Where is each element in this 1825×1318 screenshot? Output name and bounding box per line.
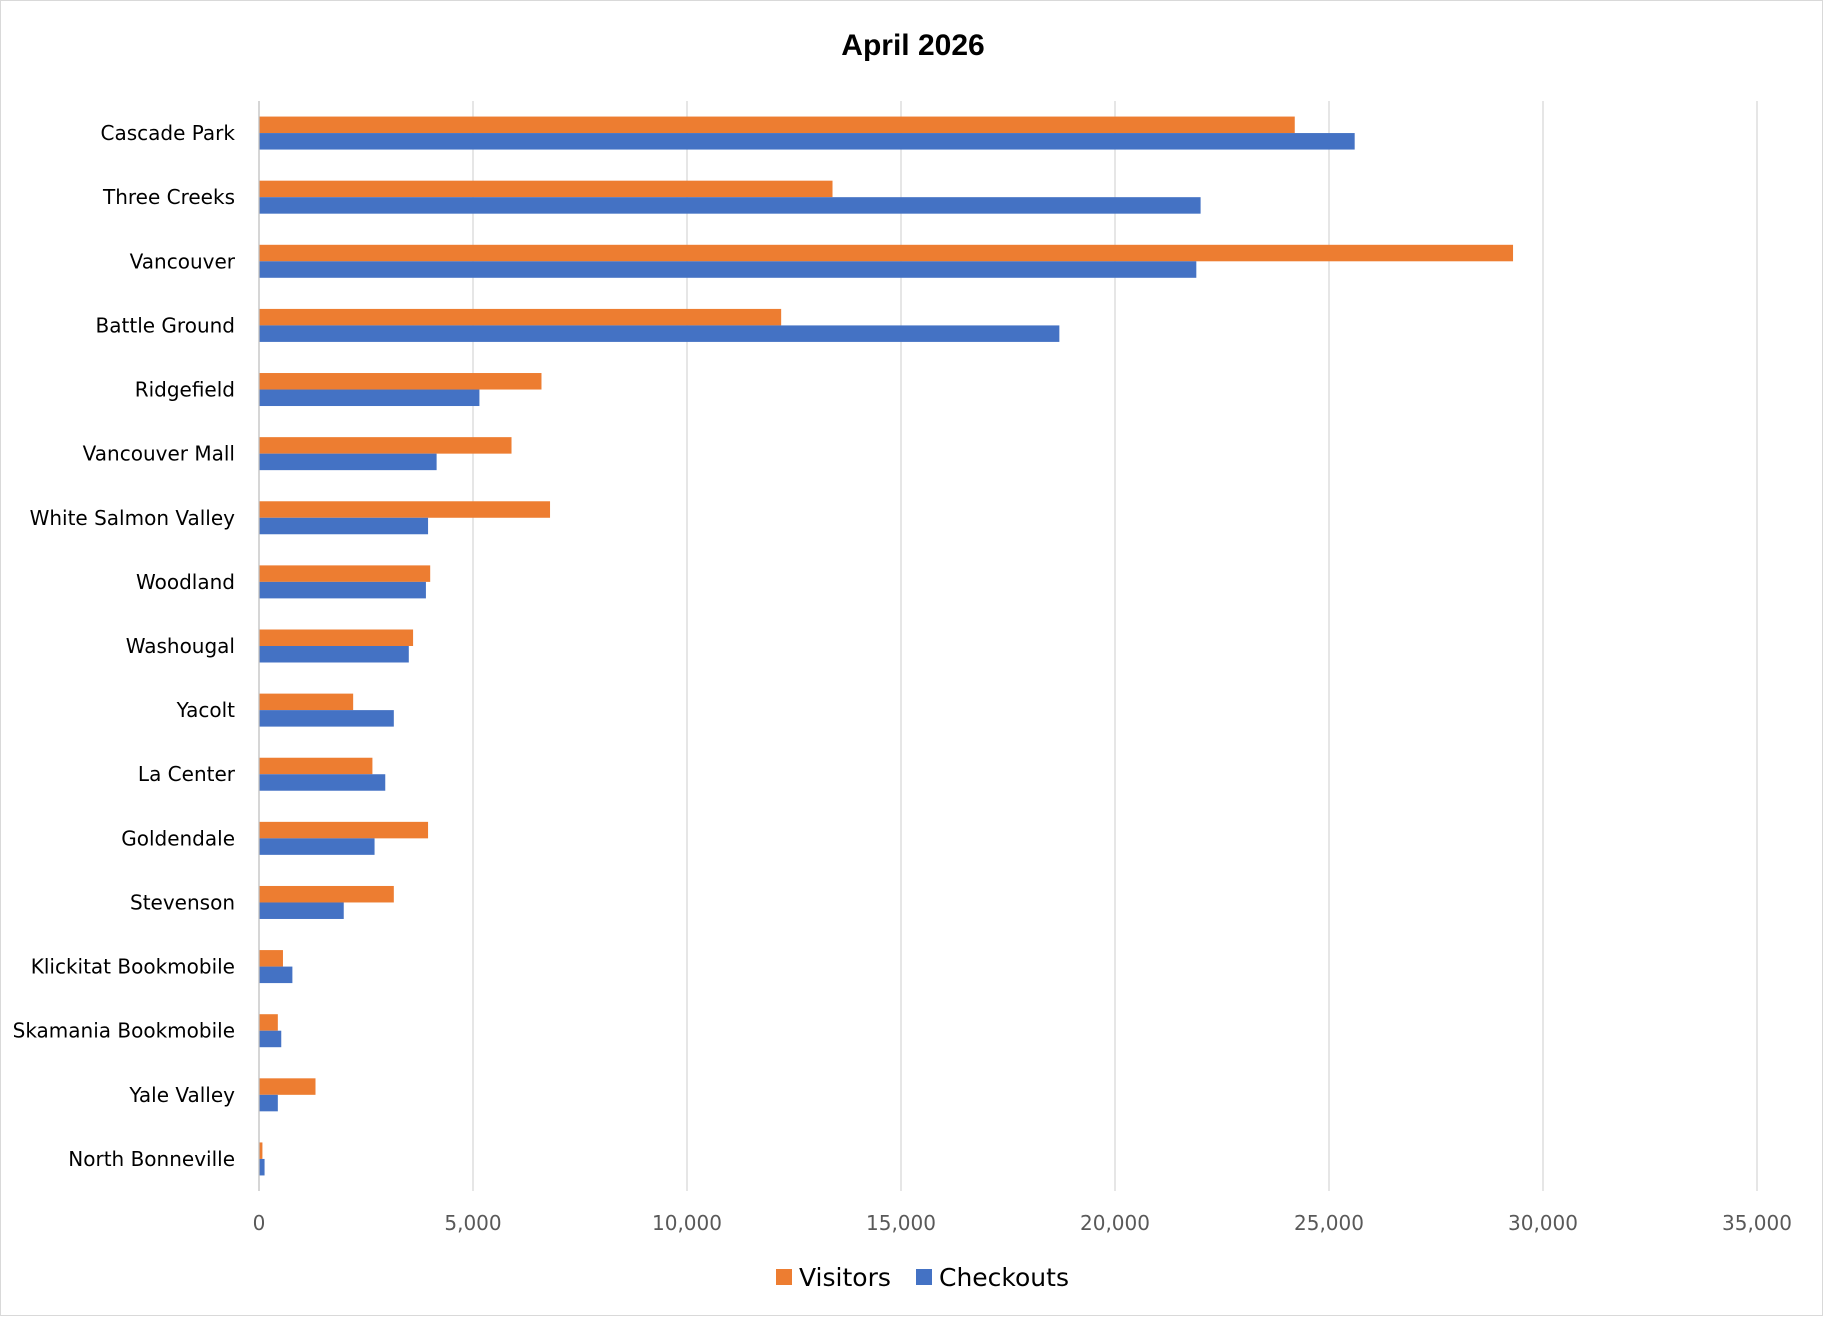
category-label: North Bonneville (68, 1147, 235, 1171)
checkouts-bar (259, 1030, 282, 1048)
visitors-bar (259, 565, 431, 582)
x-tick-label: 25,000 (1294, 1211, 1364, 1235)
checkouts-bar (259, 710, 394, 727)
x-tick-label: 35,000 (1722, 1211, 1792, 1235)
checkouts-bar (259, 453, 437, 471)
bars (259, 116, 1514, 1176)
chart-title: April 2026 (841, 29, 984, 62)
category-label: Klickitat Bookmobile (31, 955, 235, 979)
axes: 0 5,000 10,000 15,000 20,000 25,000 30,000 35,0… (13, 101, 1792, 1235)
checkouts-bar (259, 517, 429, 535)
category-label: Ridgefield (135, 378, 235, 402)
visitors-bar (259, 950, 283, 967)
visitors-bar (259, 308, 782, 326)
visitors-legend-swatch (776, 1269, 792, 1285)
category-label: La Center (138, 762, 236, 786)
checkouts-bar (259, 581, 426, 599)
x-tick-label: 15,000 (866, 1211, 936, 1235)
category-label: Vancouver (130, 249, 236, 273)
visitors-bar (259, 629, 414, 646)
checkouts-legend-label: Checkouts (939, 1263, 1069, 1292)
visitors-bar (259, 1142, 263, 1159)
visitors-bar (259, 821, 429, 839)
legend: Visitors Checkouts (776, 1263, 1069, 1292)
checkouts-bar (259, 197, 1201, 214)
category-label: Yacolt (176, 698, 236, 722)
visitors-bar (259, 373, 542, 390)
category-label: Three Creeks (102, 185, 235, 209)
visitors-bar (259, 693, 354, 711)
category-label: Yale Valley (128, 1083, 235, 1107)
checkouts-bar (259, 1094, 278, 1112)
checkouts-bar (259, 902, 344, 919)
category-label: Woodland (136, 570, 235, 594)
visitors-bar (259, 885, 394, 903)
category-label: Goldendale (121, 826, 235, 850)
x-tick-label: 20,000 (1080, 1211, 1150, 1235)
visitors-bar (259, 501, 551, 518)
checkouts-bar (259, 325, 1060, 342)
checkouts-bar (259, 133, 1355, 150)
x-tick-label: 30,000 (1508, 1211, 1578, 1235)
visitors-bar (259, 1014, 278, 1031)
visitors-bar (259, 116, 1295, 134)
checkouts-bar (259, 646, 409, 663)
checkouts-bar (259, 389, 480, 407)
x-tick-label: 0 (253, 1211, 266, 1235)
x-tick-label: 10,000 (652, 1211, 722, 1235)
category-label: Washougal (126, 634, 235, 658)
category-label: Skamania Bookmobile (13, 1019, 235, 1043)
visitors-bar (259, 244, 1514, 262)
checkouts-bar (259, 838, 375, 855)
visitors-legend-label: Visitors (799, 1263, 891, 1292)
category-label: Stevenson (130, 890, 235, 914)
visitors-bar (259, 437, 512, 454)
category-label: Cascade Park (101, 121, 236, 145)
checkouts-legend-swatch (916, 1269, 932, 1285)
visitors-bar (259, 180, 833, 198)
visitors-bar (259, 757, 373, 775)
x-tick-label: 5,000 (444, 1211, 501, 1235)
checkouts-bar (259, 966, 293, 984)
gridlines (472, 101, 1758, 1191)
checkouts-bar (259, 261, 1197, 278)
visitors-bar (259, 1078, 316, 1095)
checkouts-bar (259, 774, 386, 791)
checkouts-bar (259, 1158, 265, 1176)
category-label: White Salmon Valley (30, 506, 236, 530)
category-label: Battle Ground (96, 313, 235, 337)
category-label: Vancouver Mall (83, 442, 235, 466)
